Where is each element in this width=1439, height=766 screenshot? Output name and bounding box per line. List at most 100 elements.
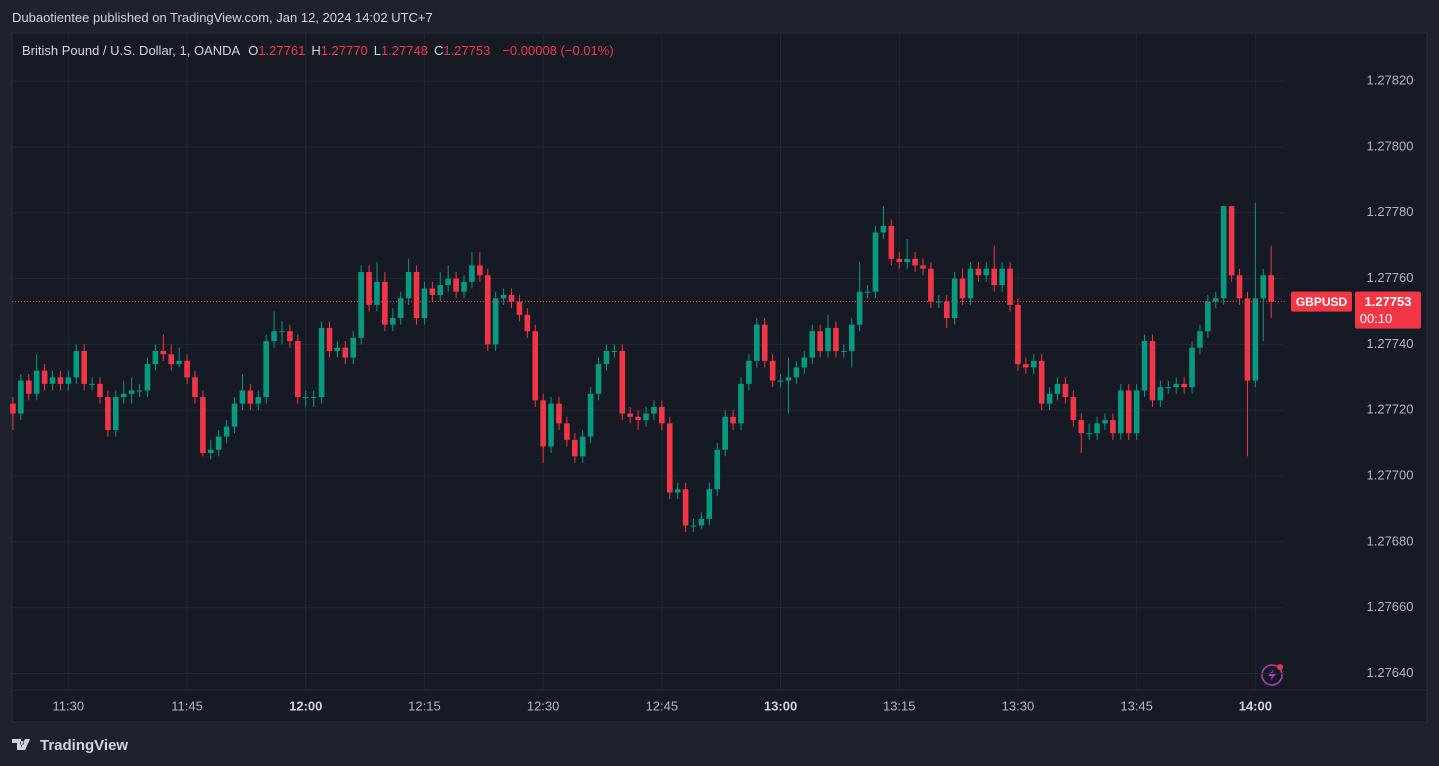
candle-body — [603, 350, 610, 365]
candle-body — [18, 380, 24, 414]
symbol-name[interactable]: British Pound / U.S. Dollar, 1, OANDA — [22, 43, 241, 58]
symbol-tag: GBPUSD — [1296, 295, 1348, 309]
candle-body — [1197, 331, 1203, 348]
candle-body — [295, 341, 301, 398]
candle-body — [120, 393, 127, 398]
candle-body — [160, 350, 167, 355]
y-tick-label: 1.27700 — [1367, 467, 1414, 482]
candle-body — [168, 354, 175, 365]
candle-body — [358, 271, 364, 338]
candle-body — [382, 281, 388, 325]
candle-body — [999, 268, 1005, 286]
candle-body — [1125, 390, 1132, 434]
countdown: 00:10 — [1360, 311, 1393, 326]
candle-body — [1062, 383, 1069, 398]
candle-body — [1220, 206, 1227, 299]
candle-body — [1133, 390, 1140, 434]
candle-body — [492, 298, 499, 345]
candle-body — [777, 380, 784, 382]
candle-body — [1094, 423, 1100, 434]
y-tick-label: 1.27800 — [1367, 138, 1414, 153]
candle-body — [1260, 275, 1267, 299]
candle-body — [690, 525, 697, 527]
candle-body — [730, 416, 736, 424]
candle-body — [943, 301, 950, 319]
candle-body — [785, 377, 792, 381]
candle-body — [263, 341, 269, 398]
candle-body — [959, 278, 966, 299]
candle-body — [200, 397, 206, 454]
candle-body — [754, 324, 760, 361]
candle-body — [113, 397, 119, 430]
candle-body — [1054, 383, 1061, 394]
price-tag-value: 1.27753 — [1365, 294, 1412, 309]
candle-body — [872, 232, 879, 292]
x-tick-label: 11:30 — [53, 698, 85, 713]
ohlc-value: 1.27753 — [443, 43, 491, 58]
candle-body — [469, 265, 475, 282]
candle-body — [374, 281, 380, 305]
candle-body — [318, 327, 325, 398]
y-tick-label: 1.27760 — [1367, 270, 1414, 285]
candle-body — [271, 331, 277, 342]
candle-body — [1046, 393, 1053, 404]
candle-body — [540, 400, 546, 447]
candle-body — [477, 265, 483, 276]
candle-body — [841, 350, 847, 352]
candle-body — [207, 449, 214, 454]
ohlc-key: O — [248, 43, 259, 58]
candle-body — [627, 413, 633, 417]
candle-body — [1149, 341, 1156, 401]
candle-body — [152, 350, 159, 365]
candle-body — [389, 318, 396, 325]
brand[interactable]: TradingView — [40, 737, 129, 754]
candle-body — [761, 324, 768, 361]
candle-body — [429, 288, 436, 296]
candle-body — [25, 380, 32, 394]
symbol-tag-bg — [1291, 291, 1352, 312]
candle-body — [1038, 360, 1045, 404]
candle-body — [817, 331, 823, 351]
candle-body — [856, 291, 863, 325]
candle-body — [461, 281, 467, 292]
candle-body — [184, 360, 190, 378]
x-tick-label: 12:00 — [289, 698, 322, 713]
candle-body — [500, 295, 507, 299]
candle-body — [975, 268, 982, 276]
alert-icon[interactable] — [1261, 664, 1283, 686]
candle-body — [326, 327, 333, 351]
candle-body — [144, 364, 151, 391]
ohlc-key: C — [433, 43, 444, 58]
candle-body — [564, 423, 570, 440]
candle-body — [81, 350, 87, 384]
ohlc-value: 1.27770 — [320, 43, 368, 58]
candle-body — [825, 327, 831, 351]
candle-body — [643, 413, 649, 421]
candle-body — [453, 278, 459, 292]
candle-body — [1015, 304, 1021, 365]
candle-body — [809, 331, 816, 358]
candle-body — [793, 367, 800, 378]
candle-body — [991, 268, 998, 286]
candle-body — [1181, 383, 1187, 388]
candle-body — [706, 489, 713, 519]
ohlc-value: 1.27748 — [380, 43, 428, 58]
candle-body — [247, 390, 254, 404]
candle-body — [833, 327, 839, 351]
candle-body — [1244, 298, 1251, 381]
candle-body — [310, 397, 317, 399]
y-tick-label: 1.27720 — [1367, 402, 1414, 417]
candle-body — [983, 268, 990, 276]
candle-body — [405, 271, 412, 299]
candle-body — [738, 383, 744, 424]
ohlc-fields: O1.27761 H1.27770 L1.27748 C1.27753 — [248, 43, 496, 58]
candle-body — [1110, 420, 1116, 434]
candle-body — [548, 403, 554, 447]
candle-body — [516, 301, 523, 315]
candle-body — [33, 370, 40, 394]
x-tick-label: 13:15 — [883, 698, 916, 713]
candle-body — [951, 278, 958, 319]
candle-body — [698, 518, 705, 526]
